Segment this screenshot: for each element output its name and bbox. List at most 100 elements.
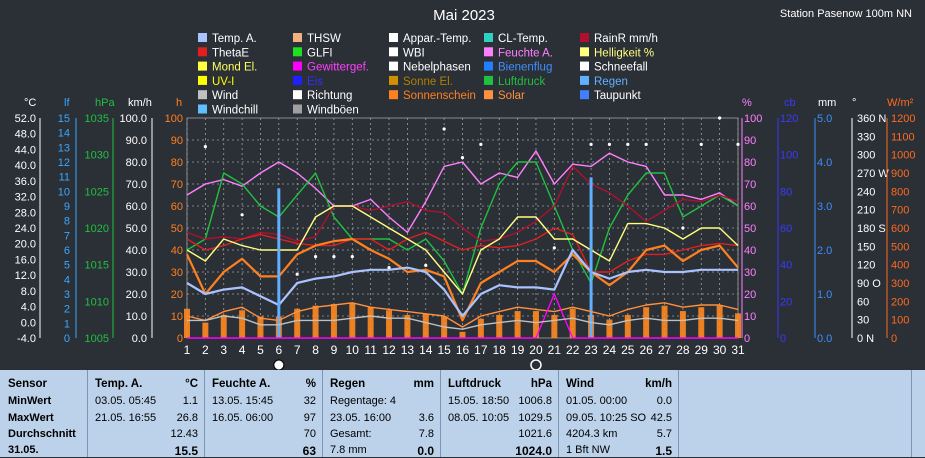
wind-direction-dot-8 (442, 127, 446, 131)
legend-swatch-11 (293, 61, 302, 71)
legend-swatch-21 (293, 90, 302, 100)
axis-tick-cb-5: 20 (780, 296, 792, 308)
axis-tick-h-4: 60 (171, 201, 183, 213)
legend-label-20: Wind (212, 90, 238, 102)
axis-tick-mm-1: 4.0 (817, 157, 832, 169)
legend-label-22: Sonnenschein (403, 90, 476, 102)
axis-tick-temp-3: 40.0 (15, 160, 36, 172)
legend-swatch-19 (580, 75, 589, 85)
x-tick-23: 23 (584, 343, 598, 357)
legend-label-11: Gewittergef. (307, 62, 369, 74)
axis-tick-pct-8: 20 (744, 289, 756, 301)
axis-tick-deg-10: 60 (857, 296, 869, 308)
humidity-max-value: 97 (303, 412, 316, 424)
axis-tick-lf-7: 8 (64, 216, 70, 228)
axis-tick-mm-5: 0.0 (817, 333, 832, 345)
wind-direction-dot-19 (736, 142, 740, 146)
axis-tick-h-8: 20 (171, 289, 183, 301)
axis-tick-lf-15: 0 (64, 333, 70, 345)
axis-tick-temp-12: 4.0 (21, 302, 36, 314)
x-tick-15: 15 (437, 343, 451, 357)
temp-min-value: 1.1 (182, 395, 198, 407)
axis-tick-kmh-6: 40.0 (126, 245, 147, 257)
axis-tick-deg-5: 210 (857, 205, 875, 217)
axis-tick-hpa-3: 1020 (85, 223, 109, 235)
legend-swatch-4 (580, 33, 589, 42)
wind-direction-dot-9 (460, 156, 465, 160)
x-tick-28: 28 (676, 343, 690, 357)
x-tick-16: 16 (456, 343, 470, 357)
axis-tick-temp-8: 20.0 (15, 239, 36, 251)
statistics-panel: Sensor MinWert MaxWert Durchschnitt 31.0… (0, 370, 925, 458)
legend-swatch-13 (484, 61, 493, 71)
temp-min-time: 03.05. 05:45 (95, 395, 157, 407)
axis-tick-pct-2: 80 (744, 157, 756, 169)
pressure-column: Luftdruck hPa 15.05. 18:50 1006.8 08.05.… (440, 370, 559, 458)
wind-direction-dot-11 (552, 246, 556, 250)
axis-tick-mm-2: 3.0 (817, 201, 832, 213)
humidity-header: Feuchte A. (212, 378, 271, 390)
axis-tick-temp-5: 32.0 (15, 192, 36, 204)
temp-current-value: 15.5 (174, 444, 198, 458)
legend-swatch-20 (198, 90, 207, 100)
axis-tick-wm2-8: 400 (891, 260, 909, 272)
legend-label-16: Eis (307, 76, 323, 88)
x-tick-8: 8 (312, 343, 319, 357)
wind-min-time: 01.05. 00:00 (566, 395, 628, 407)
axis-tick-kmh-2: 80.0 (126, 157, 147, 169)
series-line-9 (187, 293, 738, 339)
pressure-avg-value: 1021.6 (518, 428, 552, 440)
empty-column (678, 370, 912, 457)
x-tick-4: 4 (239, 343, 246, 357)
axis-tick-cb-3: 60 (780, 223, 792, 235)
plot-area (184, 116, 741, 339)
legend-swatch-15 (198, 75, 207, 85)
x-tick-18: 18 (493, 343, 507, 357)
x-tick-7: 7 (294, 343, 301, 357)
temp-max-time: 21.05. 16:55 (95, 412, 157, 424)
x-tick-5: 5 (257, 343, 264, 357)
axis-tick-hpa-5: 1010 (85, 296, 109, 308)
wind-direction-dot-16 (681, 226, 685, 230)
rain-max-value: 3.6 (418, 412, 434, 424)
rain-unit: mm (413, 378, 434, 390)
axis-tick-temp-0: 52.0 (15, 113, 36, 125)
x-tick-22: 22 (566, 343, 580, 357)
legend-label-10: Mond El. (212, 62, 257, 74)
x-tick-30: 30 (713, 343, 727, 357)
axis-tick-temp-7: 24.0 (15, 223, 36, 235)
x-tick-9: 9 (331, 343, 338, 357)
axis-unit-cb: cb (784, 97, 796, 109)
chart-area: Mai 2023 Station Pasenow 100m NN Temp. A… (14, 7, 916, 370)
axis-tick-lf-4: 11 (59, 172, 70, 184)
sunshine-bar-28 (679, 311, 686, 338)
wind-max-time: 09.05. 10:25 SO (566, 412, 647, 424)
wind-current-value: 1.5 (655, 444, 672, 458)
wind-direction-dot-2 (295, 272, 299, 276)
temp-max-value: 26.8 (176, 412, 198, 424)
axis-tick-temp-1: 48.0 (15, 129, 36, 141)
axis-tick-temp-10: 12.0 (15, 270, 36, 282)
sunshine-bar-25 (624, 314, 631, 338)
weather-chart: Mai 2023 Station Pasenow 100m NN Temp. A… (15, 7, 915, 370)
axis-tick-pct-7: 30 (744, 267, 756, 279)
axis-tick-h-3: 70 (171, 179, 183, 191)
x-tick-3: 3 (220, 343, 227, 357)
legend-swatch-12 (389, 61, 398, 71)
rain-header: Regen (330, 378, 366, 390)
axis-tick-h-6: 40 (171, 245, 183, 257)
x-tick-17: 17 (474, 343, 488, 357)
axis-tick-deg-12: 0 N (857, 333, 874, 345)
axis-tick-lf-1: 14 (58, 128, 70, 140)
sunshine-bar-3 (220, 314, 227, 338)
full-moon-icon (273, 359, 285, 370)
sunshine-bar-7 (294, 308, 301, 338)
wind-direction-dot-17 (699, 142, 703, 146)
axis-tick-wm2-4: 800 (891, 186, 909, 198)
temp-header: Temp. A. (95, 378, 143, 390)
axis-tick-mm-3: 2.0 (817, 245, 832, 257)
sunshine-bar-31 (735, 313, 741, 338)
sunshine-bar-10 (349, 303, 356, 338)
x-tick-27: 27 (658, 343, 672, 357)
rain-total-label: Gesamt: (330, 428, 372, 440)
